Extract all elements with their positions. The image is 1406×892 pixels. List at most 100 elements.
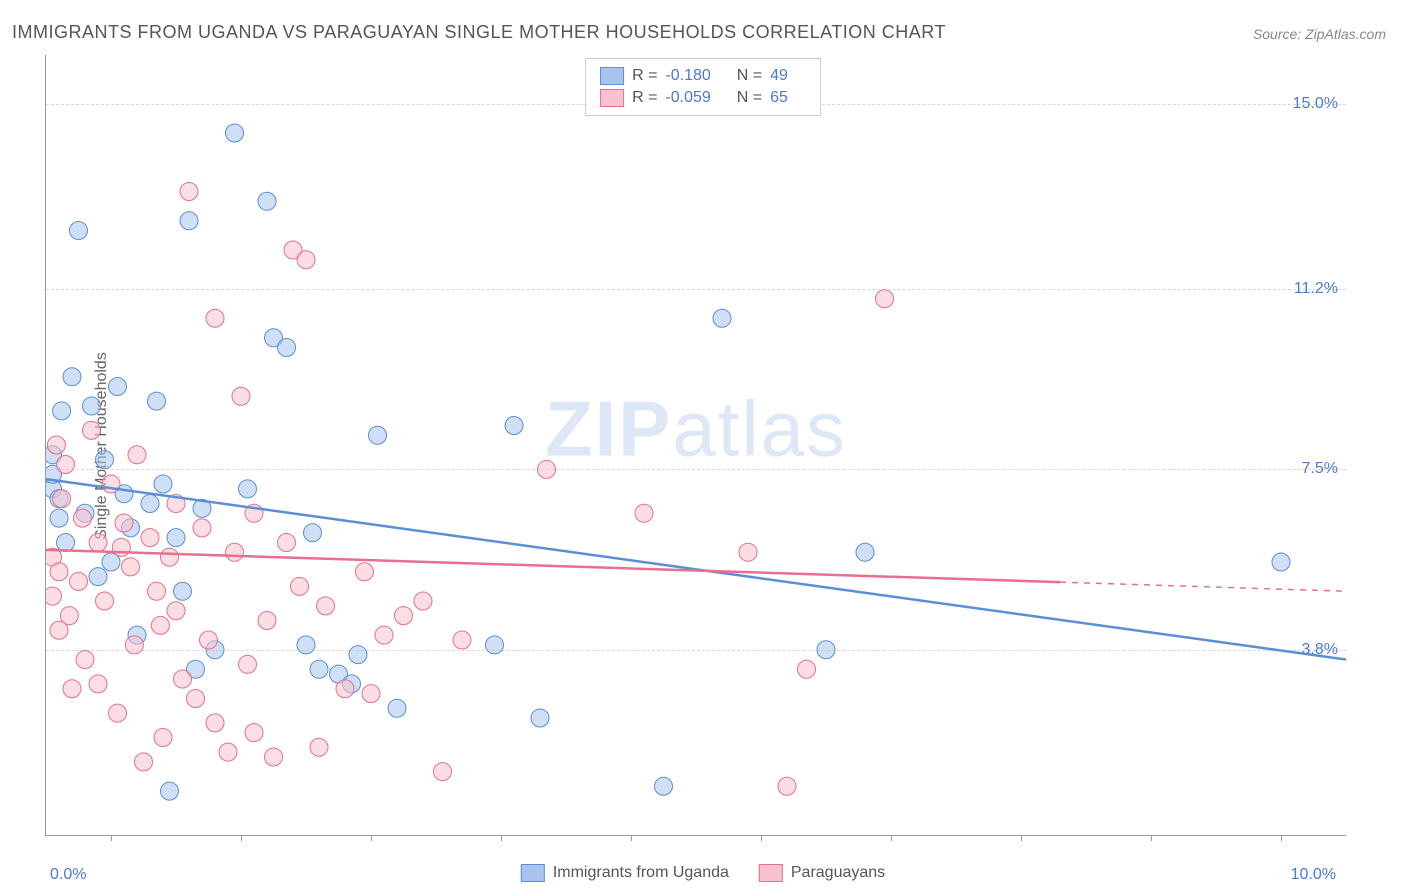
- data-point: [83, 421, 101, 439]
- chart-container: IMMIGRANTS FROM UGANDA VS PARAGUAYAN SIN…: [0, 0, 1406, 892]
- data-point: [739, 543, 757, 561]
- data-point: [369, 426, 387, 444]
- x-tick: [501, 835, 502, 841]
- data-point: [362, 685, 380, 703]
- data-point: [154, 729, 172, 747]
- data-point: [122, 558, 140, 576]
- x-tick: [241, 835, 242, 841]
- data-point: [73, 509, 91, 527]
- data-point: [167, 602, 185, 620]
- data-point: [96, 592, 114, 610]
- swatch-icon: [759, 864, 783, 882]
- data-point: [154, 475, 172, 493]
- data-point: [148, 392, 166, 410]
- data-point: [304, 524, 322, 542]
- x-axis-min-label: 0.0%: [50, 866, 86, 884]
- data-point: [57, 534, 75, 552]
- data-point: [89, 675, 107, 693]
- data-point: [141, 495, 159, 513]
- data-point: [297, 636, 315, 654]
- legend-row-series1: R = -0.180 N = 49: [600, 65, 806, 87]
- x-tick: [1281, 835, 1282, 841]
- data-point: [70, 222, 88, 240]
- data-point: [161, 548, 179, 566]
- swatch-series2: [600, 89, 624, 107]
- legend-row-series2: R = -0.059 N = 65: [600, 87, 806, 109]
- data-point: [53, 402, 71, 420]
- data-point: [876, 290, 894, 308]
- data-point: [856, 543, 874, 561]
- plot-area: ZIPatlas 3.8%7.5%11.2%15.0%: [45, 55, 1346, 836]
- x-tick: [761, 835, 762, 841]
- data-point: [50, 509, 68, 527]
- data-point: [174, 582, 192, 600]
- scatter-svg: [46, 55, 1346, 835]
- swatch-icon: [521, 864, 545, 882]
- data-point: [375, 626, 393, 644]
- data-point: [47, 436, 65, 454]
- legend-label-2: Paraguayans: [791, 864, 885, 882]
- x-tick: [1021, 835, 1022, 841]
- data-point: [63, 368, 81, 386]
- data-point: [89, 534, 107, 552]
- data-point: [180, 212, 198, 230]
- data-point: [291, 577, 309, 595]
- data-point: [89, 568, 107, 586]
- data-point: [76, 651, 94, 669]
- x-tick: [891, 835, 892, 841]
- data-point: [53, 490, 71, 508]
- data-point: [128, 446, 146, 464]
- data-point: [187, 690, 205, 708]
- data-point: [200, 631, 218, 649]
- data-point: [226, 543, 244, 561]
- x-tick: [111, 835, 112, 841]
- x-tick: [1151, 835, 1152, 841]
- r-label: R =: [632, 67, 657, 85]
- data-point: [232, 387, 250, 405]
- data-point: [109, 378, 127, 396]
- data-point: [63, 680, 81, 698]
- data-point: [265, 748, 283, 766]
- data-point: [486, 636, 504, 654]
- data-point: [83, 397, 101, 415]
- data-point: [167, 529, 185, 547]
- data-point: [60, 607, 78, 625]
- data-point: [336, 680, 354, 698]
- data-point: [798, 660, 816, 678]
- data-point: [538, 460, 556, 478]
- data-point: [1272, 553, 1290, 571]
- data-point: [206, 309, 224, 327]
- data-point: [713, 309, 731, 327]
- data-point: [317, 597, 335, 615]
- data-point: [161, 782, 179, 800]
- r-value-2: -0.059: [665, 89, 710, 107]
- data-point: [778, 777, 796, 795]
- legend-label-1: Immigrants from Uganda: [553, 864, 729, 882]
- data-point: [148, 582, 166, 600]
- n-value-1: 49: [770, 67, 788, 85]
- data-point: [193, 519, 211, 537]
- data-point: [434, 763, 452, 781]
- swatch-series1: [600, 67, 624, 85]
- data-point: [817, 641, 835, 659]
- data-point: [635, 504, 653, 522]
- data-point: [141, 529, 159, 547]
- data-point: [655, 777, 673, 795]
- data-point: [226, 124, 244, 142]
- data-point: [414, 592, 432, 610]
- data-point: [453, 631, 471, 649]
- data-point: [109, 704, 127, 722]
- data-point: [388, 699, 406, 717]
- data-point: [258, 612, 276, 630]
- data-point: [245, 724, 263, 742]
- x-axis-max-label: 10.0%: [1291, 866, 1336, 884]
- n-label: N =: [737, 67, 762, 85]
- data-point: [125, 636, 143, 654]
- data-point: [239, 480, 257, 498]
- data-point: [349, 646, 367, 664]
- data-point: [112, 538, 130, 556]
- data-point: [50, 563, 68, 581]
- data-point: [310, 660, 328, 678]
- legend-item-2: Paraguayans: [759, 864, 885, 882]
- data-point: [70, 573, 88, 591]
